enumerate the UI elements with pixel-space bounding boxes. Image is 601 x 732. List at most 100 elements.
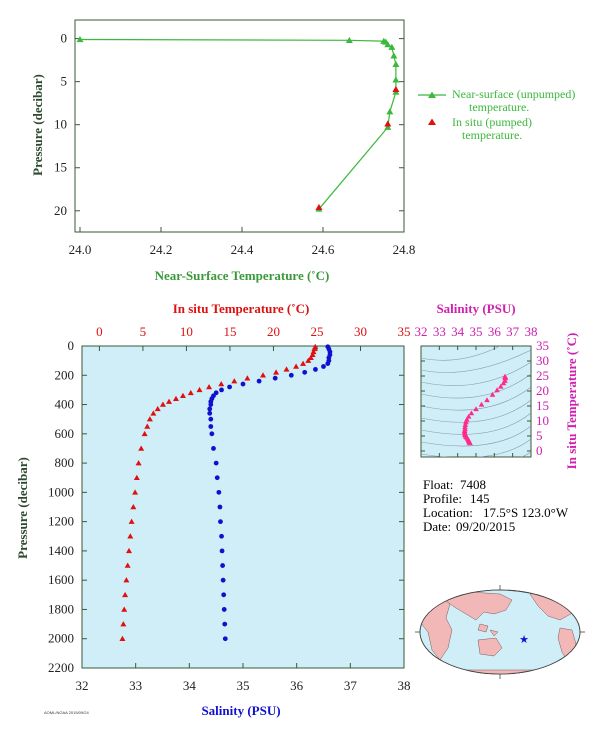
ts-density-contours — [421, 346, 531, 457]
temperature-point — [128, 518, 135, 524]
ts-point — [489, 391, 496, 397]
temperature-point — [311, 345, 318, 352]
temperature-point — [154, 405, 161, 412]
pressure-tick-label: 2200 — [48, 660, 74, 675]
ts-point — [478, 401, 485, 407]
near-surface-x-ticks: 24.0 24.2 24.4 24.6 24.8 — [69, 227, 415, 257]
salinity-point — [221, 592, 227, 598]
temperature-profile-series — [119, 343, 319, 641]
salinity-point — [213, 460, 219, 466]
ts-point — [502, 375, 509, 381]
unpumped-temperature-point — [390, 52, 398, 59]
salinity-point — [219, 533, 224, 539]
pressure-tick-label: 1400 — [48, 543, 74, 558]
legend-label-unpumped-2: temperature. — [469, 100, 529, 114]
pressure-axis-ticks: 0 200 400 600 800 1000 1200 1400 1600 1800 2000 220… — [48, 338, 404, 675]
salinity-point — [256, 378, 262, 384]
temperature-point — [146, 416, 153, 422]
near-surface-y-ticks: 0 5 10 15 20 — [54, 31, 404, 218]
ts-y-tick-label: 0 — [536, 443, 543, 458]
y-tick-label: 0 — [61, 31, 68, 46]
x-tick-label: 24.0 — [69, 242, 92, 257]
temperature-point — [144, 423, 151, 429]
ts-point — [468, 410, 475, 416]
temperature-point — [150, 410, 157, 416]
salinity-tick-label: 37 — [344, 678, 358, 693]
salinity-point — [227, 384, 232, 390]
location-label: Location: — [423, 505, 473, 520]
salinity-point — [208, 402, 214, 407]
salinity-point — [325, 361, 331, 366]
date-value: 09/20/2015 — [456, 519, 515, 534]
near-surface-series — [76, 35, 400, 212]
unpumped-temperature-point — [392, 60, 400, 68]
ts-y-tick-label: 15 — [536, 398, 549, 413]
temperature-point — [135, 460, 142, 466]
ts-point — [467, 440, 473, 446]
temperature-tick-label: 5 — [140, 324, 147, 339]
unpumped-temperature-point — [388, 43, 396, 50]
salinity-tick-label: 34 — [183, 678, 197, 693]
ts-point — [497, 383, 504, 389]
pressure-tick-label: 1800 — [48, 601, 74, 616]
salinity-profile-series — [207, 344, 333, 642]
ts-x-tick-label: 33 — [433, 324, 446, 339]
pressure-tick-label: 1600 — [48, 572, 74, 587]
ts-point — [465, 413, 472, 419]
temperature-axis-ticks: 0 5 10 15 20 25 30 35 — [96, 324, 411, 351]
temperature-point — [273, 369, 280, 375]
ts-x-tick-label: 35 — [470, 324, 483, 339]
ts-plot-area — [420, 345, 532, 458]
salinity-point — [211, 446, 216, 451]
salinity-axis-ticks: 32 33 34 35 36 37 38 — [76, 663, 411, 693]
temperature-point — [179, 392, 186, 399]
temperature-point — [132, 489, 139, 495]
pumped-temperature-point — [384, 120, 392, 127]
near-surface-plot-frame — [74, 19, 405, 233]
pressure-tick-label: 600 — [55, 426, 75, 441]
ts-x-ticks: 32 33 34 35 36 37 38 — [415, 324, 538, 457]
temperature-tick-label: 30 — [354, 324, 367, 339]
salinity-tick-label: 38 — [398, 678, 411, 693]
salinity-point — [209, 431, 215, 437]
temperature-tick-label: 25 — [310, 324, 323, 339]
salinity-point — [272, 375, 278, 381]
ts-x-axis-title: Salinity (PSU) — [436, 301, 515, 316]
temperature-point — [121, 606, 128, 612]
temperature-point — [124, 562, 131, 568]
float-location-marker-icon: ★ — [519, 634, 529, 646]
legend-label-unpumped-1: Near-surface (unpumped) — [452, 87, 575, 101]
unpumped-temperature-line — [79, 38, 397, 210]
temperature-point — [159, 401, 166, 407]
temperature-point — [133, 474, 140, 480]
location-value: 17.5°S 123.0°W — [483, 505, 569, 520]
ts-y-tick-label: 25 — [536, 368, 549, 383]
near-surface-legend: Near-surface (unpumped) temperature. In … — [418, 87, 575, 142]
pressure-tick-label: 0 — [68, 338, 75, 353]
salinity-point — [220, 577, 226, 583]
unpumped-temperature-point — [392, 76, 400, 83]
ts-points — [461, 373, 509, 446]
ts-point — [463, 419, 469, 425]
temperature-point — [196, 386, 203, 393]
salinity-point — [216, 489, 222, 495]
salinity-point — [207, 410, 213, 416]
ts-point — [484, 397, 490, 403]
salinity-point — [222, 621, 228, 627]
pressure-tick-label: 1200 — [48, 514, 74, 529]
ts-x-tick-label: 38 — [525, 324, 538, 339]
salinity-point — [208, 424, 214, 429]
temperature-tick-label: 35 — [398, 324, 411, 339]
date-label: Date: — [423, 519, 451, 534]
salinity-point — [313, 367, 318, 372]
ts-point — [462, 421, 469, 427]
ts-x-tick-label: 32 — [415, 324, 428, 339]
float-label: Float: — [423, 477, 453, 492]
salinity-point — [302, 369, 308, 375]
salinity-tick-label: 35 — [237, 678, 250, 693]
temperature-point — [300, 360, 307, 366]
pressure-tick-label: 400 — [55, 397, 75, 412]
salinity-point — [214, 475, 220, 481]
